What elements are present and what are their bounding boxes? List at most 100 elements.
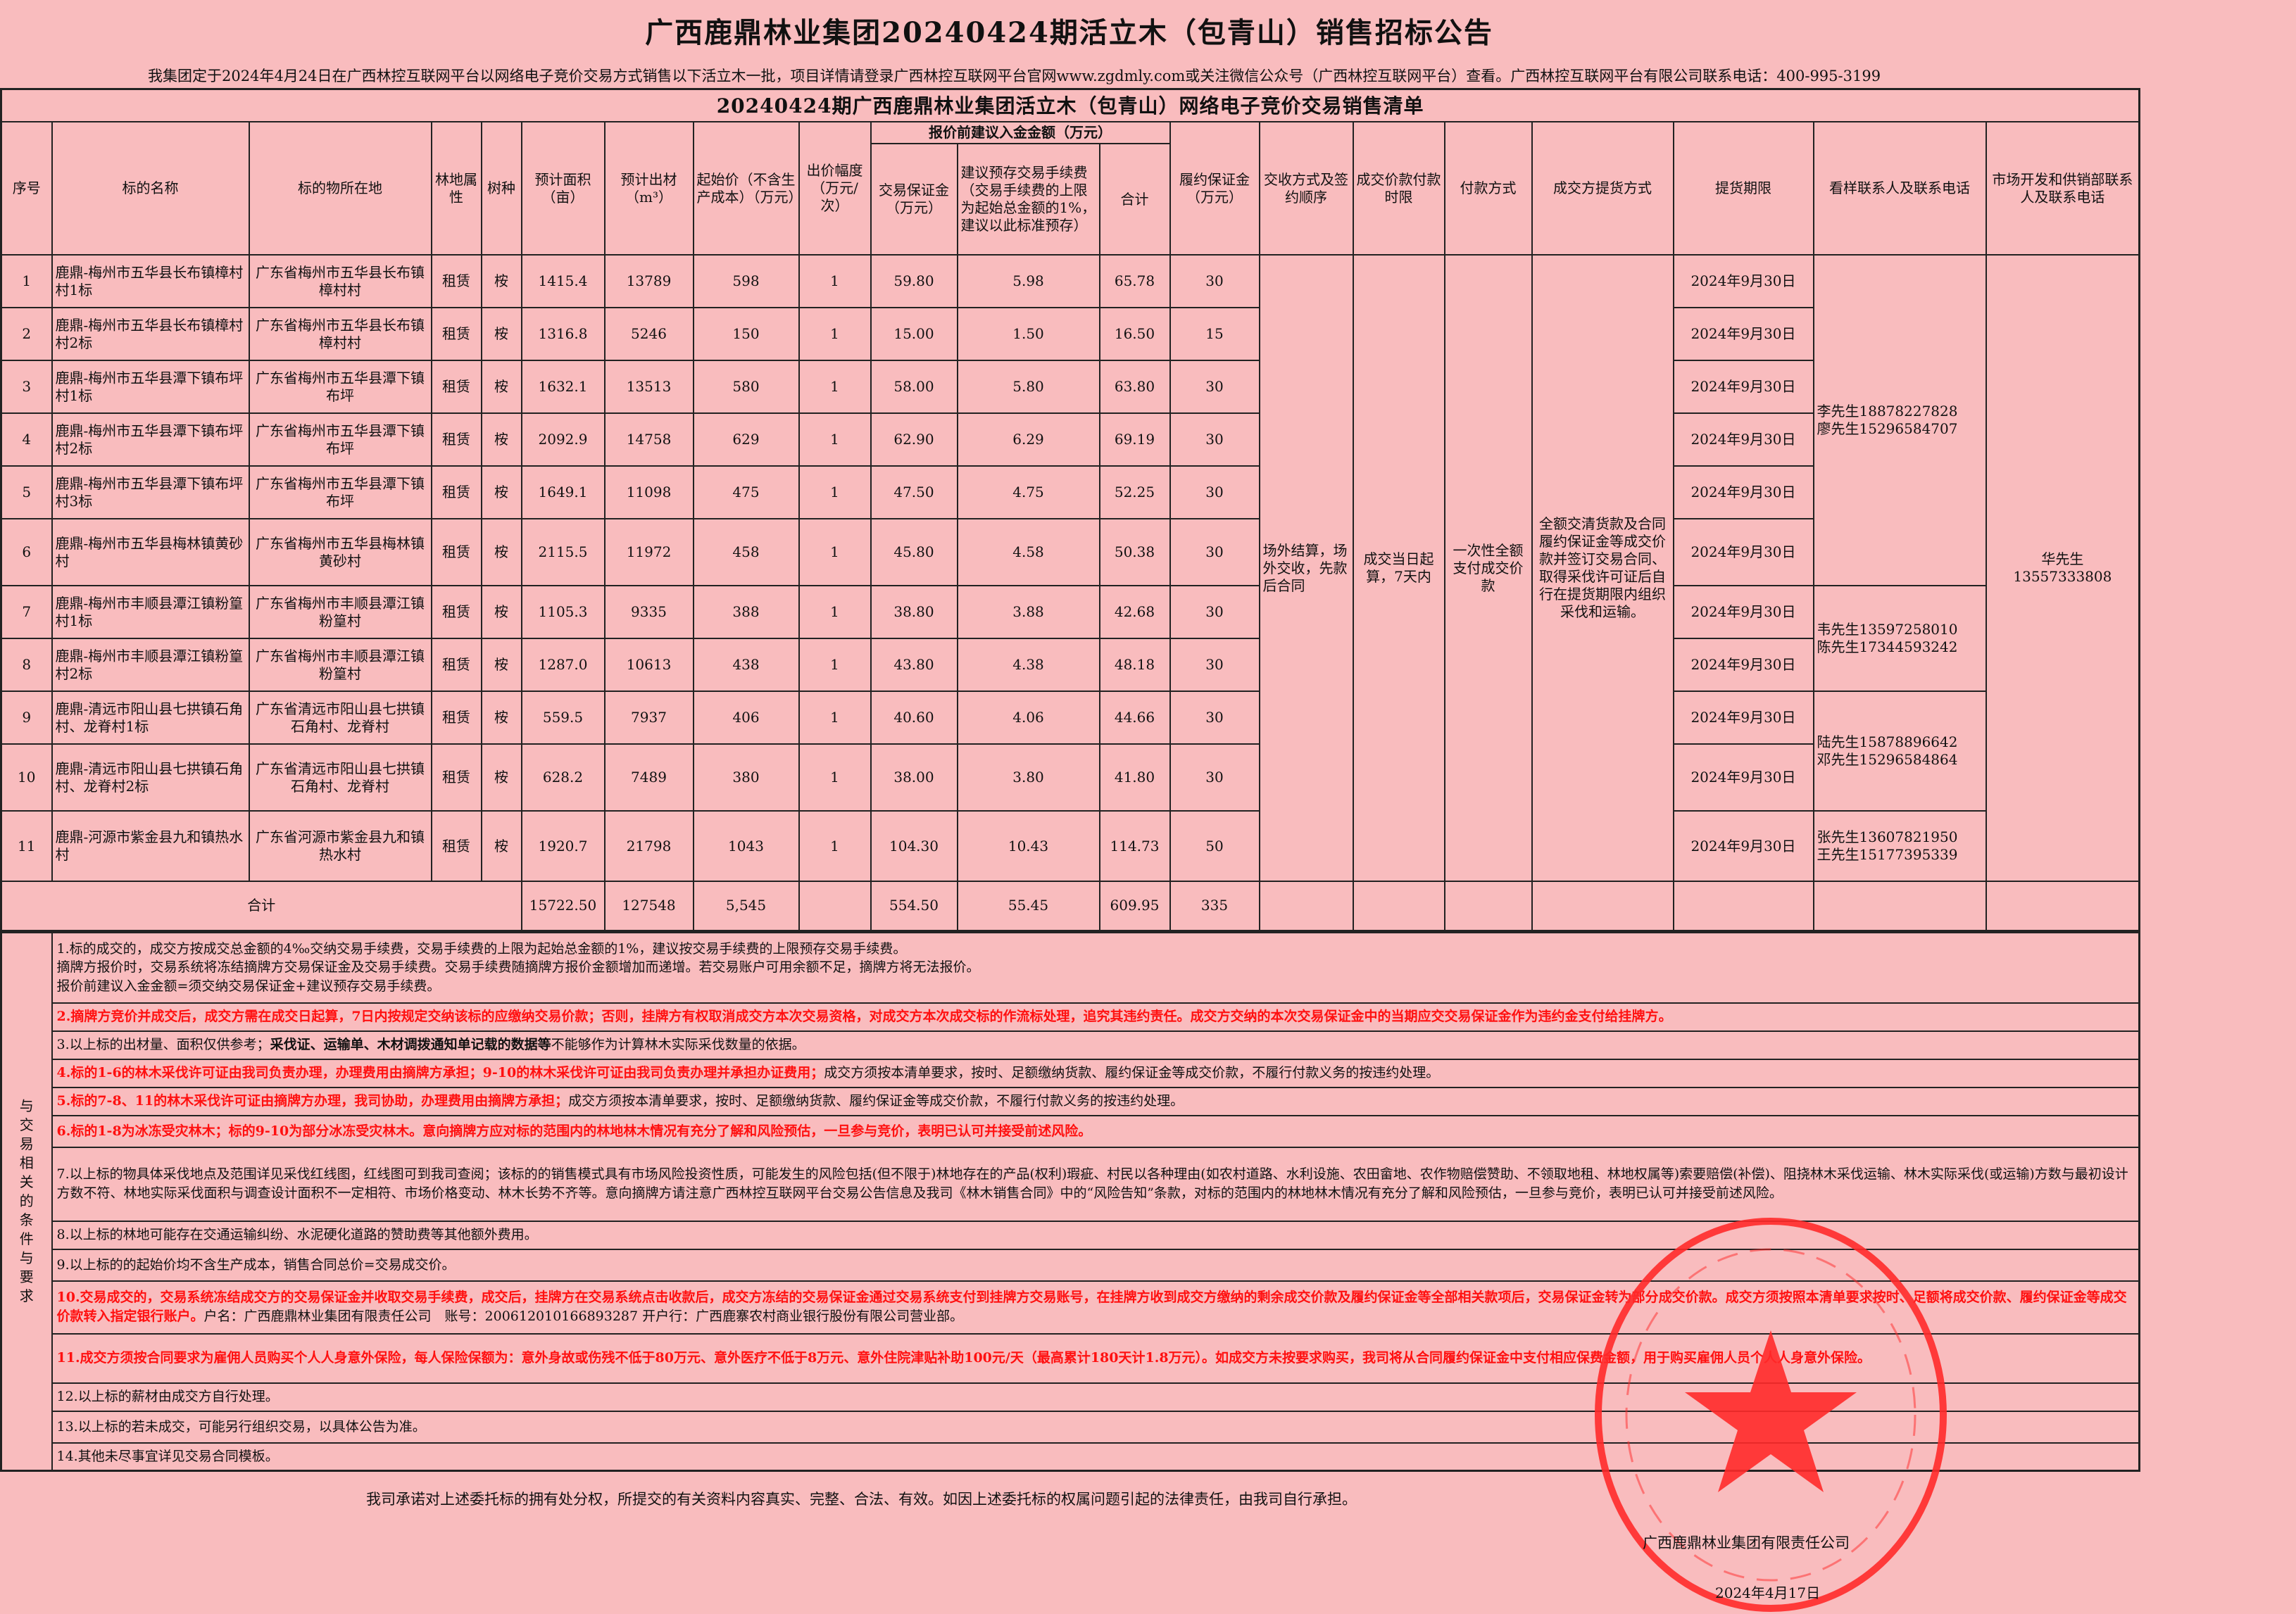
cell-area: 628.2: [520, 743, 606, 812]
cell-land: 租赁: [430, 691, 482, 745]
cell-start-price: 380: [692, 743, 800, 812]
table-row: 3 鹿鼎-梅州市五华县潭下镇布坪村1标 广东省梅州市五华县潭下镇布坪 租赁桉 1632.…: [0, 360, 2140, 414]
cell-seq: 6: [0, 518, 53, 586]
cell-location: 广东省清远市阳山县七拱镇石角村、龙脊村: [248, 691, 432, 745]
note-text: 户名：广西鹿鼎林业集团有限责任公司 账号：200612010166893287 …: [203, 1309, 964, 1324]
cell-sum: 44.66: [1098, 691, 1171, 745]
note-item: 9.以上标的的起始价均不含生产成本，销售合同总价=交易成交价。: [51, 1248, 2140, 1282]
cell-deposit: 43.80: [870, 638, 958, 692]
cell-deposit: 38.80: [870, 585, 958, 639]
header-species: 树种: [480, 121, 522, 256]
header-group-deposit: 报价前建议入金金额（万元）: [870, 121, 1171, 144]
note-text: 5.标的7-8、11的林木采伐许可证由摘牌方办理，我司协助，办理费用由摘牌方承担…: [56, 1093, 569, 1109]
payment-time-limit: 成交当日起算，7天内: [1352, 254, 1445, 882]
cell-pickup-deadline: 2024年9月30日: [1672, 518, 1814, 586]
note-row: 6.标的1-8为冰冻受灾林木；标的9-10为部分冰冻受灾林木。意向摘牌方应对标的…: [1, 1114, 2140, 1148]
cell-fee: 3.80: [956, 743, 1100, 812]
note-text: 采伐证、运输单、木材调拨通知单记载的数据等: [270, 1037, 551, 1053]
cell-step: 1: [798, 360, 872, 414]
cell-volume: 7937: [603, 691, 694, 745]
header-volume: 预计出材（m³）: [603, 121, 694, 256]
intro-text: 我集团定于2024年4月24日在广西林控互联网平台以网络电子竞价交易方式销售以下…: [148, 68, 1881, 84]
viewing-contact: 陆先生15878896642 邓先生15296584864: [1812, 691, 1987, 812]
cell-perf: 30: [1169, 691, 1260, 745]
note-row: 2.摘牌方竞价并成交后，成交方需在成交日起算，7日内按规定交纳该标的应缴纳交易价…: [1, 1002, 2140, 1032]
cell-species: 桉: [480, 307, 522, 361]
total-deposit: 554.50: [870, 881, 958, 931]
cell-seq: 3: [0, 360, 53, 414]
cell-volume: 11972: [603, 518, 694, 586]
cell-fee: 4.58: [956, 518, 1100, 586]
cell-pickup-deadline: 2024年9月30日: [1672, 412, 1814, 467]
cell-perf: 30: [1169, 743, 1260, 812]
cell-step: 1: [798, 465, 872, 519]
cell-sum: 16.50: [1098, 307, 1171, 361]
cell-location: 广东省梅州市五华县长布镇樟村村: [248, 307, 432, 361]
cell-deposit: 59.80: [870, 254, 958, 308]
cell-name: 鹿鼎-梅州市五华县潭下镇布坪村2标: [51, 412, 250, 467]
cell-step: 1: [798, 518, 872, 586]
cell-pickup-deadline: 2024年9月30日: [1672, 360, 1814, 414]
cell-area: 1415.4: [520, 254, 606, 308]
cell-land: 租赁: [430, 810, 482, 882]
star-icon: [1685, 1330, 1857, 1492]
note-row: 与交易相关的条件与要求 1.标的成交的，成交方按成交总金额的4‰交纳交易手续费，交…: [0, 931, 2140, 1472]
header-deposit: 交易保证金（万元）: [870, 143, 958, 256]
note-text: 4.标的1-6的林木采伐许可证由我司负责办理，办理费用由摘牌方承担；9-10的林…: [56, 1065, 824, 1081]
cell-seq: 4: [0, 412, 53, 467]
cell-seq: 9: [0, 691, 53, 745]
table-row: 5 鹿鼎-梅州市五华县潭下镇布坪村3标 广东省梅州市五华县潭下镇布坪 租赁桉 1649.…: [0, 465, 2140, 519]
note-item: 10.交易成交的，交易系统冻结成交方的交易保证金并收取交易手续费，成交后，挂牌方…: [51, 1280, 2140, 1335]
cell-sum: 50.38: [1098, 518, 1171, 586]
total-area: 15722.50: [520, 881, 606, 931]
note-text: 10.交易成交的，交易系统冻结成交方的交易保证金并收取交易手续费，成交后，挂牌方…: [56, 1290, 2127, 1324]
total-row: 合计 15722.50 127548 5,545 554.50 55.45 60…: [0, 881, 2140, 931]
note-text: 12.以上标的薪材由成交方自行处理。: [56, 1389, 279, 1405]
cell-species: 桉: [480, 810, 522, 882]
cell-seq: 2: [0, 307, 53, 361]
cell-pickup-deadline: 2024年9月30日: [1672, 691, 1814, 745]
cell-step: 1: [798, 412, 872, 467]
cell-location: 广东省梅州市五华县潭下镇布坪: [248, 465, 432, 519]
note-item: 7.以上标的物具体采伐地点及范围详见采伐红线图，红线图可到我司查阅；该标的的销售…: [51, 1146, 2140, 1222]
cell-pickup-deadline: 2024年9月30日: [1672, 743, 1814, 812]
cell-deposit: 104.30: [870, 810, 958, 882]
header-land: 林地属性: [430, 121, 482, 256]
note-text: 8.以上标的林地可能存在交通运输纠纷、水泥硬化道路的赞助费等其他额外费用。: [56, 1227, 538, 1243]
cell-deposit: 38.00: [870, 743, 958, 812]
header-sum: 合计: [1098, 143, 1171, 256]
cell-fee: 5.80: [956, 360, 1100, 414]
cell-area: 2092.9: [520, 412, 606, 467]
cell-perf: 15: [1169, 307, 1260, 361]
cell-perf: 30: [1169, 465, 1260, 519]
header-pay-time: 成交价款付款时限: [1352, 121, 1445, 256]
cell-land: 租赁: [430, 412, 482, 467]
cell-area: 1316.8: [520, 307, 606, 361]
total-fee: 55.45: [956, 881, 1100, 931]
payment-method: 一次性全额支付成交价款: [1443, 254, 1533, 882]
cell-pickup-deadline: 2024年9月30日: [1672, 254, 1814, 308]
table-row: 6 鹿鼎-梅州市五华县梅林镇黄砂村 广东省梅州市五华县梅林镇黄砂村 租赁桉 2115.5…: [0, 518, 2140, 586]
cell-perf: 30: [1169, 518, 1260, 586]
cell-species: 桉: [480, 465, 522, 519]
note-item: 5.标的7-8、11的林木采伐许可证由摘牌方办理，我司协助，办理费用由摘牌方承担…: [51, 1086, 2140, 1116]
header-location: 标的物所在地: [248, 121, 432, 256]
cell-start-price: 150: [692, 307, 800, 361]
cell-seq: 1: [0, 254, 53, 308]
cell-seq: 7: [0, 585, 53, 639]
cell-step: 1: [798, 691, 872, 745]
cell-species: 桉: [480, 254, 522, 308]
note-text: 成交方须按本清单要求，按时、足额缴纳货款、履约保证金等成交价款，不履行付款义务的…: [568, 1093, 1184, 1109]
table-row: 8 鹿鼎-梅州市丰顺县潭江镇粉篁村2标 广东省梅州市丰顺县潭江镇粉篁村 租赁桉 1287…: [0, 638, 2140, 692]
note-item: 2.摘牌方竞价并成交后，成交方需在成交日起算，7日内按规定交纳该标的应缴纳交易价…: [51, 1002, 2140, 1032]
cell-land: 租赁: [430, 254, 482, 308]
cell-step: 1: [798, 638, 872, 692]
cell-start-price: 475: [692, 465, 800, 519]
note-row: 9.以上标的的起始价均不含生产成本，销售合同总价=交易成交价。: [1, 1248, 2140, 1282]
cell-pickup-deadline: 2024年9月30日: [1672, 585, 1814, 639]
cell-species: 桉: [480, 743, 522, 812]
header-step: 出价幅度（万元/次）: [798, 121, 872, 256]
note-row: 11.成交方须按合同要求为雇佣人员购买个人人身意外保险，每人保险保额为：意外身故…: [1, 1332, 2140, 1384]
cell-fee: 1.50: [956, 307, 1100, 361]
header-viewing-contact: 看样联系人及联系电话: [1812, 121, 1987, 256]
